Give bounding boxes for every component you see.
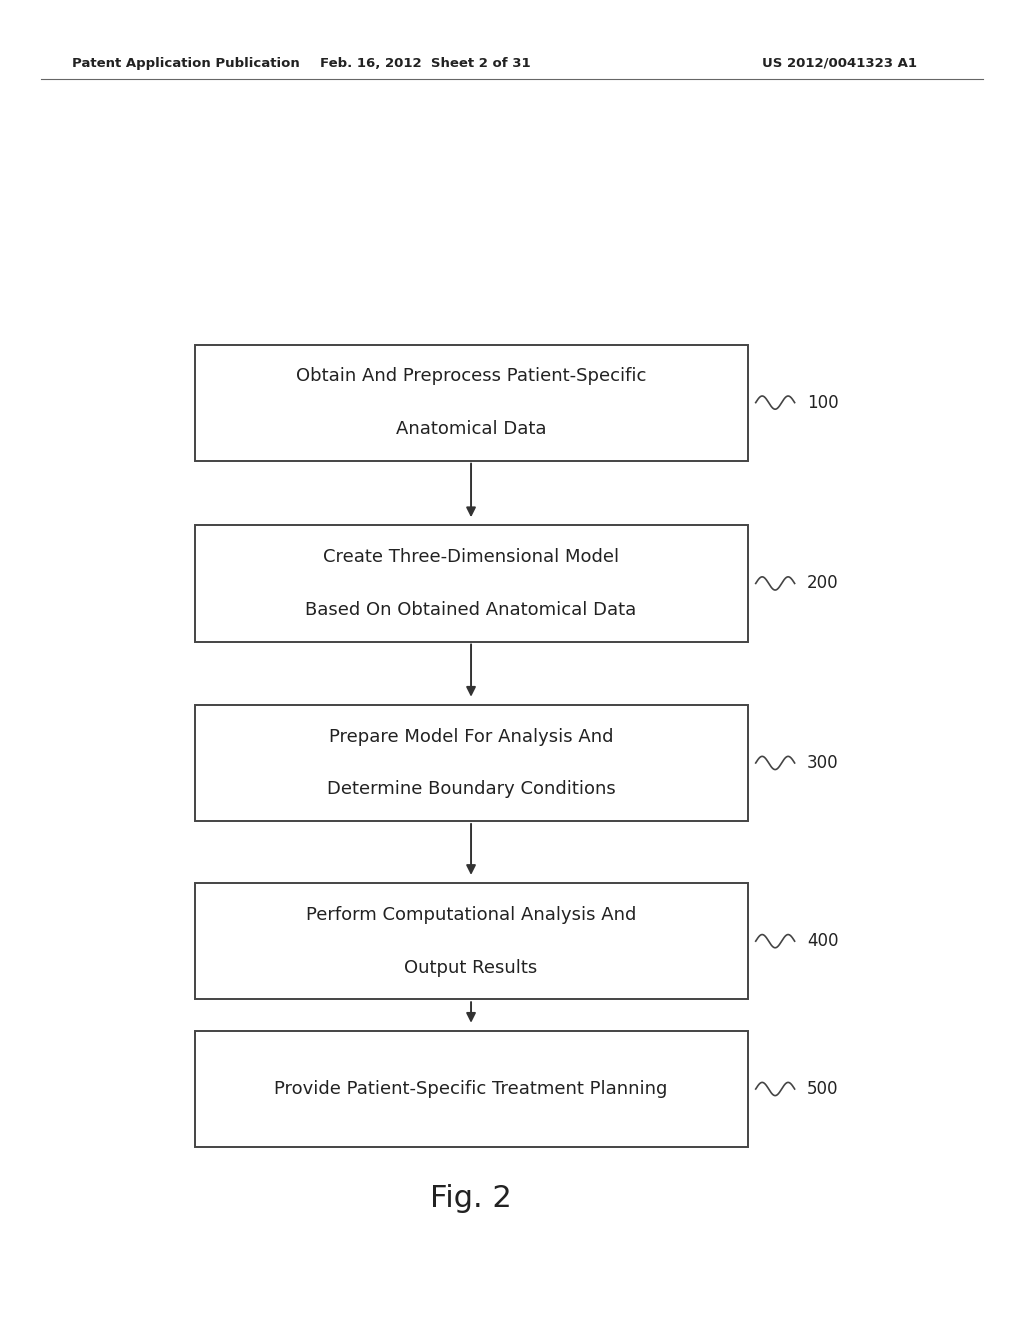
Bar [195,525,748,642]
Text: 500: 500 [807,1080,839,1098]
Text: 400: 400 [807,932,839,950]
Text: 100: 100 [807,393,839,412]
Text: Output Results: Output Results [404,958,538,977]
Bar [195,345,748,461]
Bar [195,705,748,821]
Text: US 2012/0041323 A1: US 2012/0041323 A1 [762,57,918,70]
Text: Obtain And Preprocess Patient-Specific: Obtain And Preprocess Patient-Specific [296,367,646,385]
Text: Patent Application Publication: Patent Application Publication [72,57,299,70]
Text: Determine Boundary Conditions: Determine Boundary Conditions [327,780,615,799]
Text: 200: 200 [807,574,839,593]
Text: Perform Computational Analysis And: Perform Computational Analysis And [306,906,636,924]
Text: Anatomical Data: Anatomical Data [396,420,546,438]
Bar [195,883,748,999]
Bar [195,1031,748,1147]
Text: Based On Obtained Anatomical Data: Based On Obtained Anatomical Data [305,601,637,619]
Text: Feb. 16, 2012  Sheet 2 of 31: Feb. 16, 2012 Sheet 2 of 31 [319,57,530,70]
Text: 300: 300 [807,754,839,772]
Text: Prepare Model For Analysis And: Prepare Model For Analysis And [329,727,613,746]
Text: Fig. 2: Fig. 2 [430,1184,512,1213]
Text: Provide Patient-Specific Treatment Planning: Provide Patient-Specific Treatment Plann… [274,1080,668,1098]
Text: Create Three-Dimensional Model: Create Three-Dimensional Model [323,548,620,566]
